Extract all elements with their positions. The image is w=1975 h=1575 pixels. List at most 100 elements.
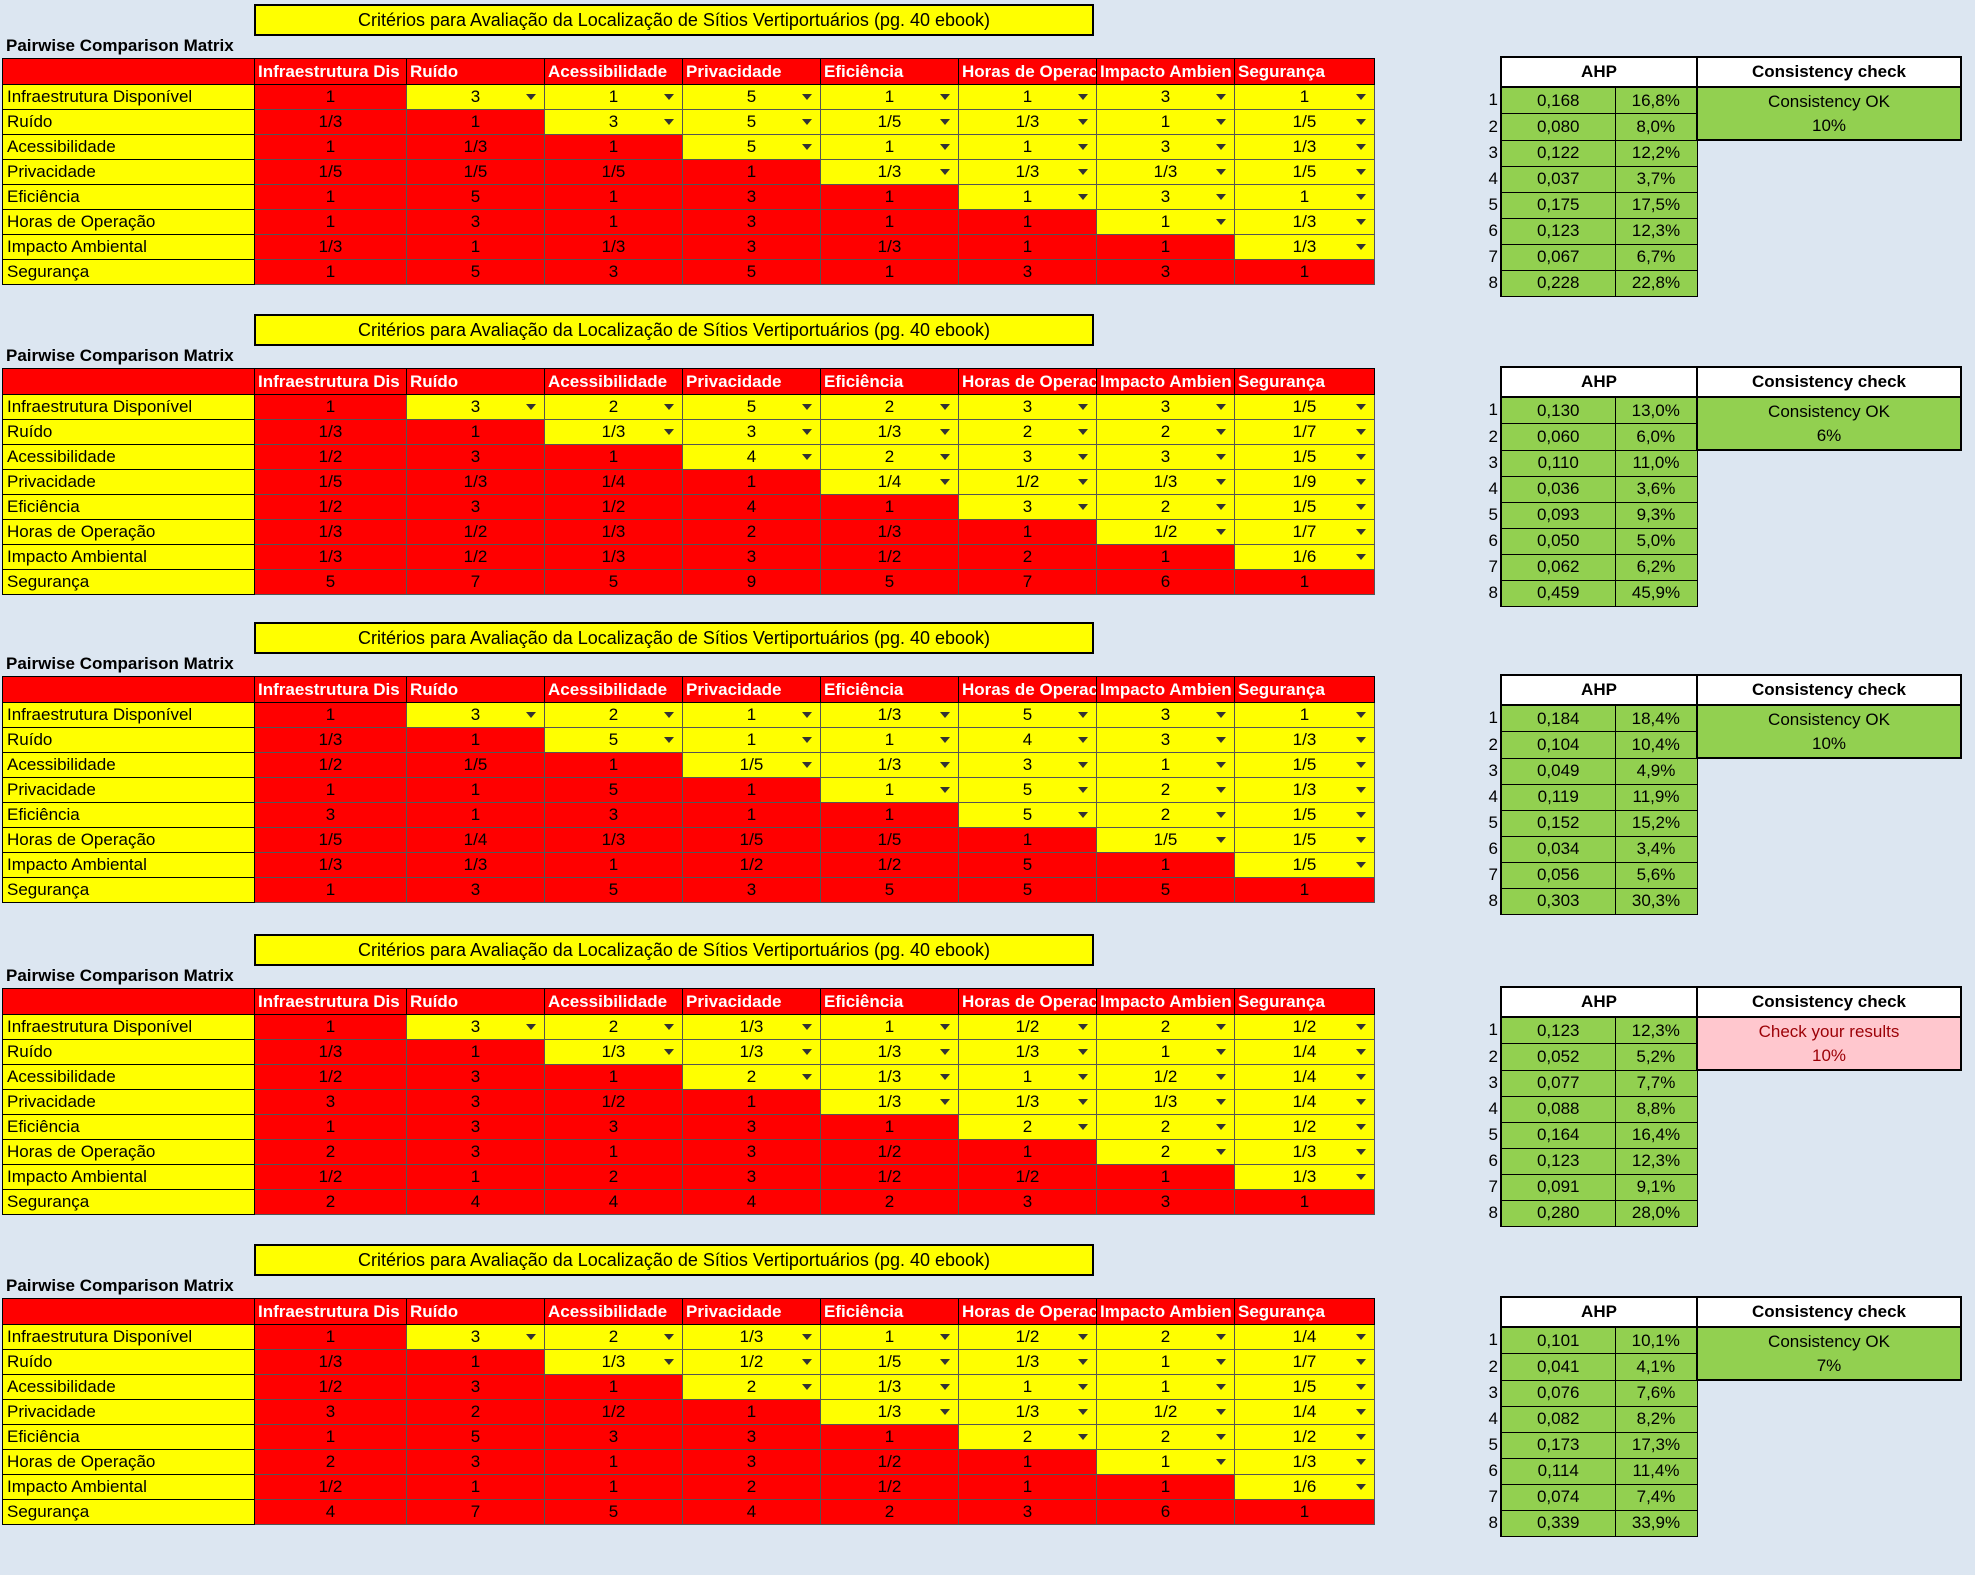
dropdown-arrow-icon[interactable]	[1216, 94, 1226, 100]
comparison-dropdown-cell[interactable]: 1/3	[1234, 1139, 1375, 1165]
comparison-dropdown-cell[interactable]: 3	[958, 444, 1097, 470]
dropdown-arrow-icon[interactable]	[1356, 194, 1366, 200]
comparison-dropdown-cell[interactable]: 1/5	[820, 109, 959, 135]
comparison-dropdown-cell[interactable]: 1/3	[820, 1399, 959, 1425]
comparison-dropdown-cell[interactable]: 2	[544, 1014, 683, 1040]
dropdown-arrow-icon[interactable]	[1216, 737, 1226, 743]
comparison-dropdown-cell[interactable]: 2	[1096, 1114, 1235, 1140]
comparison-dropdown-cell[interactable]: 2	[1096, 419, 1235, 445]
comparison-dropdown-cell[interactable]: 1/4	[1234, 1399, 1375, 1425]
comparison-dropdown-cell[interactable]: 1/4	[1234, 1089, 1375, 1115]
comparison-dropdown-cell[interactable]: 3	[958, 752, 1097, 778]
comparison-dropdown-cell[interactable]: 3	[406, 1324, 545, 1350]
dropdown-arrow-icon[interactable]	[1356, 529, 1366, 535]
comparison-dropdown-cell[interactable]: 3	[406, 394, 545, 420]
dropdown-arrow-icon[interactable]	[1216, 219, 1226, 225]
comparison-dropdown-cell[interactable]: 1/5	[1234, 494, 1375, 520]
comparison-dropdown-cell[interactable]: 2	[544, 1324, 683, 1350]
dropdown-arrow-icon[interactable]	[1356, 812, 1366, 818]
comparison-dropdown-cell[interactable]: 1	[544, 84, 683, 110]
dropdown-arrow-icon[interactable]	[526, 94, 536, 100]
dropdown-arrow-icon[interactable]	[940, 1049, 950, 1055]
dropdown-arrow-icon[interactable]	[1216, 429, 1226, 435]
dropdown-arrow-icon[interactable]	[802, 454, 812, 460]
comparison-dropdown-cell[interactable]: 1/3	[682, 1324, 821, 1350]
dropdown-arrow-icon[interactable]	[1216, 1049, 1226, 1055]
comparison-dropdown-cell[interactable]: 1	[682, 702, 821, 728]
dropdown-arrow-icon[interactable]	[940, 1409, 950, 1415]
dropdown-arrow-icon[interactable]	[940, 1024, 950, 1030]
dropdown-arrow-icon[interactable]	[940, 1334, 950, 1340]
comparison-dropdown-cell[interactable]: 1/7	[1234, 419, 1375, 445]
comparison-dropdown-cell[interactable]: 2	[1096, 777, 1235, 803]
dropdown-arrow-icon[interactable]	[1078, 1124, 1088, 1130]
comparison-dropdown-cell[interactable]: 1	[958, 184, 1097, 210]
comparison-dropdown-cell[interactable]: 2	[1096, 1139, 1235, 1165]
dropdown-arrow-icon[interactable]	[1216, 1359, 1226, 1365]
dropdown-arrow-icon[interactable]	[664, 1024, 674, 1030]
comparison-dropdown-cell[interactable]: 2	[820, 394, 959, 420]
comparison-dropdown-cell[interactable]: 1/5	[682, 752, 821, 778]
dropdown-arrow-icon[interactable]	[1216, 1409, 1226, 1415]
dropdown-arrow-icon[interactable]	[802, 404, 812, 410]
comparison-dropdown-cell[interactable]: 4	[958, 727, 1097, 753]
comparison-dropdown-cell[interactable]: 2	[1096, 1324, 1235, 1350]
dropdown-arrow-icon[interactable]	[1216, 1074, 1226, 1080]
dropdown-arrow-icon[interactable]	[1356, 837, 1366, 843]
dropdown-arrow-icon[interactable]	[940, 169, 950, 175]
dropdown-arrow-icon[interactable]	[1216, 194, 1226, 200]
dropdown-arrow-icon[interactable]	[1216, 529, 1226, 535]
dropdown-arrow-icon[interactable]	[664, 712, 674, 718]
dropdown-arrow-icon[interactable]	[1078, 169, 1088, 175]
dropdown-arrow-icon[interactable]	[1078, 1384, 1088, 1390]
dropdown-arrow-icon[interactable]	[1216, 837, 1226, 843]
dropdown-arrow-icon[interactable]	[1216, 479, 1226, 485]
dropdown-arrow-icon[interactable]	[1356, 1334, 1366, 1340]
dropdown-arrow-icon[interactable]	[802, 762, 812, 768]
comparison-dropdown-cell[interactable]: 1/3	[820, 159, 959, 185]
dropdown-arrow-icon[interactable]	[802, 119, 812, 125]
dropdown-arrow-icon[interactable]	[1356, 1409, 1366, 1415]
dropdown-arrow-icon[interactable]	[1356, 1124, 1366, 1130]
dropdown-arrow-icon[interactable]	[1078, 454, 1088, 460]
dropdown-arrow-icon[interactable]	[664, 429, 674, 435]
dropdown-arrow-icon[interactable]	[940, 454, 950, 460]
dropdown-arrow-icon[interactable]	[1078, 194, 1088, 200]
comparison-dropdown-cell[interactable]: 1/3	[820, 1039, 959, 1065]
comparison-dropdown-cell[interactable]: 1/2	[958, 469, 1097, 495]
dropdown-arrow-icon[interactable]	[1078, 762, 1088, 768]
comparison-dropdown-cell[interactable]: 1/2	[1234, 1424, 1375, 1450]
dropdown-arrow-icon[interactable]	[1356, 479, 1366, 485]
comparison-dropdown-cell[interactable]: 2	[958, 1424, 1097, 1450]
dropdown-arrow-icon[interactable]	[940, 1359, 950, 1365]
dropdown-arrow-icon[interactable]	[940, 1099, 950, 1105]
comparison-dropdown-cell[interactable]: 1/3	[820, 1064, 959, 1090]
comparison-dropdown-cell[interactable]: 3	[1096, 84, 1235, 110]
comparison-dropdown-cell[interactable]: 1/5	[1234, 109, 1375, 135]
comparison-dropdown-cell[interactable]: 3	[1096, 702, 1235, 728]
dropdown-arrow-icon[interactable]	[1216, 144, 1226, 150]
comparison-dropdown-cell[interactable]: 1/3	[820, 1089, 959, 1115]
comparison-dropdown-cell[interactable]: 1/2	[682, 1349, 821, 1375]
dropdown-arrow-icon[interactable]	[1078, 812, 1088, 818]
dropdown-arrow-icon[interactable]	[802, 1049, 812, 1055]
dropdown-arrow-icon[interactable]	[940, 762, 950, 768]
comparison-dropdown-cell[interactable]: 1	[958, 1064, 1097, 1090]
dropdown-arrow-icon[interactable]	[1216, 1099, 1226, 1105]
dropdown-arrow-icon[interactable]	[1078, 1434, 1088, 1440]
comparison-dropdown-cell[interactable]: 1	[820, 1324, 959, 1350]
comparison-dropdown-cell[interactable]: 1/3	[1234, 134, 1375, 160]
comparison-dropdown-cell[interactable]: 3	[1096, 394, 1235, 420]
dropdown-arrow-icon[interactable]	[1078, 1359, 1088, 1365]
comparison-dropdown-cell[interactable]: 2	[682, 1064, 821, 1090]
dropdown-arrow-icon[interactable]	[1356, 737, 1366, 743]
dropdown-arrow-icon[interactable]	[1356, 1099, 1366, 1105]
dropdown-arrow-icon[interactable]	[1216, 1384, 1226, 1390]
comparison-dropdown-cell[interactable]: 1/5	[1234, 802, 1375, 828]
comparison-dropdown-cell[interactable]: 3	[958, 394, 1097, 420]
dropdown-arrow-icon[interactable]	[940, 404, 950, 410]
comparison-dropdown-cell[interactable]: 1/2	[958, 1324, 1097, 1350]
comparison-dropdown-cell[interactable]: 1	[1096, 752, 1235, 778]
comparison-dropdown-cell[interactable]: 3	[682, 419, 821, 445]
comparison-dropdown-cell[interactable]: 1/5	[1234, 444, 1375, 470]
